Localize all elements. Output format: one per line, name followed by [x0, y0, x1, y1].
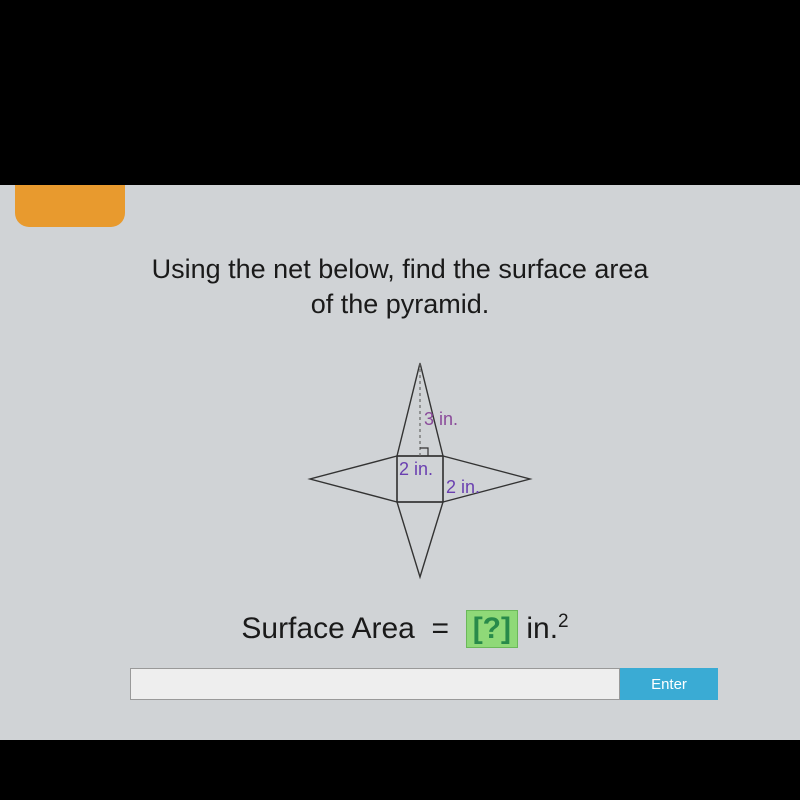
pyramid-net-diagram: 3 in. 2 in. 2 in.: [300, 345, 540, 580]
answer-placeholder: [?]: [466, 610, 518, 648]
orange-tab[interactable]: [15, 185, 125, 227]
answer-input[interactable]: [130, 668, 620, 700]
answer-prefix: Surface Area: [241, 612, 414, 645]
question-text: Using the net below, find the surface ar…: [70, 252, 730, 322]
answer-exponent: 2: [558, 611, 569, 632]
letterbox-top: [0, 0, 800, 185]
question-line1: Using the net below, find the surface ar…: [152, 254, 649, 284]
net-triangle-left: [310, 456, 397, 502]
enter-button[interactable]: Enter: [620, 668, 718, 700]
answer-unit: in.: [526, 612, 558, 645]
letterbox-bottom: [0, 740, 800, 800]
answer-equals: =: [431, 612, 449, 645]
right-angle-marker: [420, 448, 428, 456]
label-side-right: 2 in.: [446, 477, 480, 497]
label-slant: 3 in.: [424, 409, 458, 429]
label-side-top: 2 in.: [399, 459, 433, 479]
answer-line: Surface Area = [?] in.2: [130, 610, 680, 648]
question-line2: of the pyramid.: [311, 289, 490, 319]
answer-input-row: Enter: [130, 668, 718, 700]
net-triangle-bottom: [397, 502, 443, 577]
